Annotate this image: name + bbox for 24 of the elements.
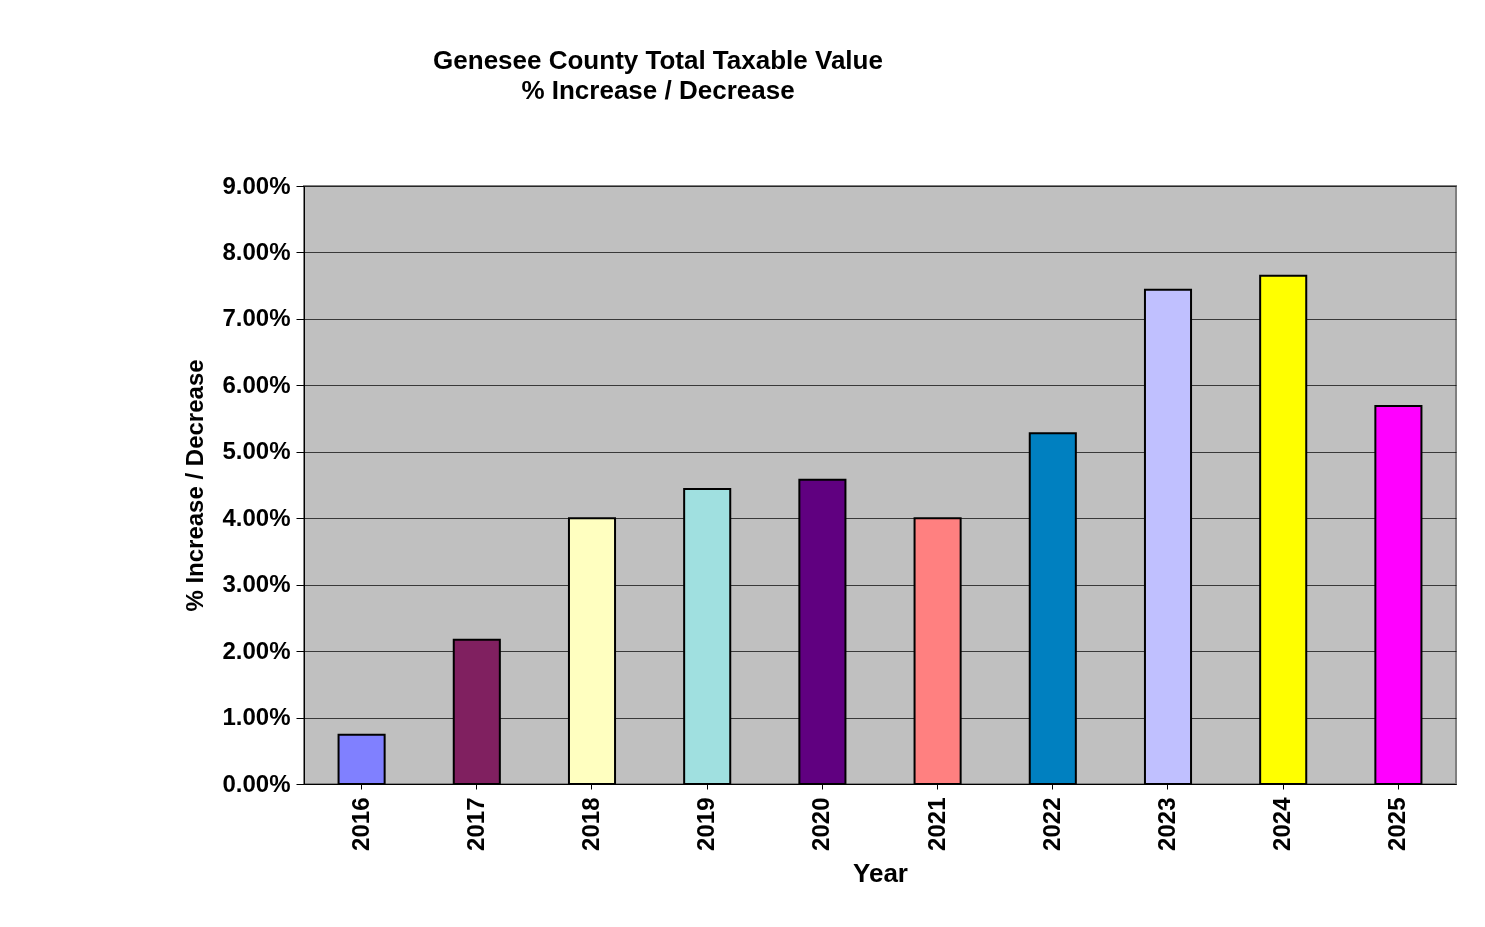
x-tick-label: 2025 (1383, 797, 1411, 851)
x-tick-label: 2020 (807, 797, 835, 851)
chart-title: Genesee County Total Taxable Value (433, 45, 883, 75)
x-tick-label: 2022 (1037, 797, 1065, 851)
chart-subtitle: % Increase / Decrease (521, 75, 795, 105)
y-axis-title: % Increase / Decrease (181, 359, 209, 612)
x-tick-label: 2021 (922, 797, 950, 851)
x-tick-label: 2024 (1268, 796, 1296, 851)
x-tick-label: 2019 (692, 797, 720, 851)
x-tick-label: 2017 (461, 797, 489, 851)
y-tick-label: 6.00% (222, 370, 291, 398)
x-tick-label: 2023 (1153, 797, 1180, 851)
y-tick-label: 8.00% (222, 237, 291, 265)
x-tick-label: 2018 (577, 797, 604, 851)
y-tick-label: 5.00% (222, 437, 291, 465)
y-tick-label: 7.00% (222, 304, 291, 332)
y-tick-label: 3.00% (222, 570, 291, 598)
y-tick-label: 0.00% (222, 769, 291, 797)
x-axis-title: Year (853, 857, 908, 888)
y-tick-label: 1.00% (222, 703, 291, 731)
y-tick-label: 9.00% (222, 171, 291, 199)
y-tick-label: 4.00% (222, 503, 291, 531)
y-tick-label: 2.00% (222, 636, 291, 664)
x-tick-label: 2016 (346, 797, 374, 851)
